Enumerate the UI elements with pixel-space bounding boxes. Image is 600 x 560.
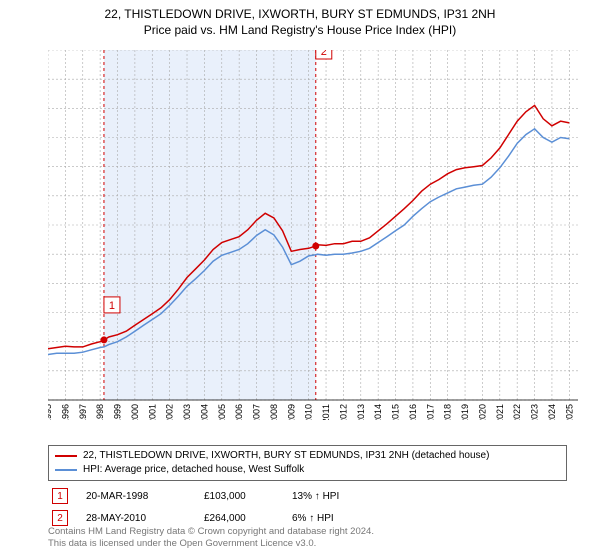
svg-text:1997: 1997 <box>78 404 88 420</box>
svg-text:2012: 2012 <box>338 404 348 420</box>
attribution: Contains HM Land Registry data © Crown c… <box>48 526 553 551</box>
chart-title-block: 22, THISTLEDOWN DRIVE, IXWORTH, BURY ST … <box>0 0 600 38</box>
svg-text:2010: 2010 <box>304 404 314 420</box>
svg-text:2020: 2020 <box>477 404 487 420</box>
svg-text:2003: 2003 <box>182 404 192 420</box>
svg-text:2015: 2015 <box>391 404 401 420</box>
marker-badge-1: 1 <box>52 488 68 504</box>
legend-item-property: 22, THISTLEDOWN DRIVE, IXWORTH, BURY ST … <box>55 449 560 463</box>
transaction-row: 1 20-MAR-1998 £103,000 13% ↑ HPI <box>48 485 553 507</box>
line-chart: £0£50K£100K£150K£200K£250K£300K£350K£400… <box>48 50 578 420</box>
svg-text:2000: 2000 <box>130 404 140 420</box>
svg-text:2008: 2008 <box>269 404 279 420</box>
transaction-hpi: 13% ↑ HPI <box>292 491 372 502</box>
svg-text:1: 1 <box>109 300 115 312</box>
svg-text:2017: 2017 <box>425 404 435 420</box>
transaction-date: 28-MAY-2010 <box>86 513 186 524</box>
svg-text:1999: 1999 <box>113 404 123 420</box>
legend-swatch-property <box>55 455 77 457</box>
svg-text:2004: 2004 <box>199 404 209 420</box>
title-line-2: Price paid vs. HM Land Registry's House … <box>0 22 600 38</box>
svg-text:2002: 2002 <box>165 404 175 420</box>
attribution-line-1: Contains HM Land Registry data © Crown c… <box>48 526 553 538</box>
transaction-price: £264,000 <box>204 513 274 524</box>
svg-text:2022: 2022 <box>512 404 522 420</box>
svg-text:2005: 2005 <box>217 404 227 420</box>
transaction-hpi: 6% ↑ HPI <box>292 513 372 524</box>
title-line-1: 22, THISTLEDOWN DRIVE, IXWORTH, BURY ST … <box>0 6 600 22</box>
legend-label-property: 22, THISTLEDOWN DRIVE, IXWORTH, BURY ST … <box>83 449 489 463</box>
svg-text:2009: 2009 <box>286 404 296 420</box>
svg-text:2021: 2021 <box>495 404 505 420</box>
legend-item-hpi: HPI: Average price, detached house, West… <box>55 463 560 477</box>
legend-swatch-hpi <box>55 469 77 471</box>
svg-text:2018: 2018 <box>443 404 453 420</box>
svg-text:2: 2 <box>321 50 327 58</box>
svg-text:2007: 2007 <box>252 404 262 420</box>
attribution-line-2: This data is licensed under the Open Gov… <box>48 538 553 550</box>
svg-text:2024: 2024 <box>547 404 557 420</box>
svg-text:2001: 2001 <box>147 404 157 420</box>
svg-text:1995: 1995 <box>48 404 53 420</box>
legend: 22, THISTLEDOWN DRIVE, IXWORTH, BURY ST … <box>48 445 567 481</box>
chart-area: £0£50K£100K£150K£200K£250K£300K£350K£400… <box>48 50 578 420</box>
transaction-date: 20-MAR-1998 <box>86 491 186 502</box>
svg-text:2011: 2011 <box>321 404 331 420</box>
marker-badge-2: 2 <box>52 510 68 526</box>
transaction-price: £103,000 <box>204 491 274 502</box>
svg-text:2013: 2013 <box>356 404 366 420</box>
svg-text:2014: 2014 <box>373 404 383 420</box>
svg-text:2025: 2025 <box>564 404 574 420</box>
legend-label-hpi: HPI: Average price, detached house, West… <box>83 463 304 477</box>
svg-text:2006: 2006 <box>234 404 244 420</box>
transaction-table: 1 20-MAR-1998 £103,000 13% ↑ HPI 2 28-MA… <box>48 485 553 529</box>
svg-text:2016: 2016 <box>408 404 418 420</box>
svg-text:1996: 1996 <box>60 404 70 420</box>
svg-text:2019: 2019 <box>460 404 470 420</box>
svg-text:2023: 2023 <box>530 404 540 420</box>
svg-text:1998: 1998 <box>95 404 105 420</box>
